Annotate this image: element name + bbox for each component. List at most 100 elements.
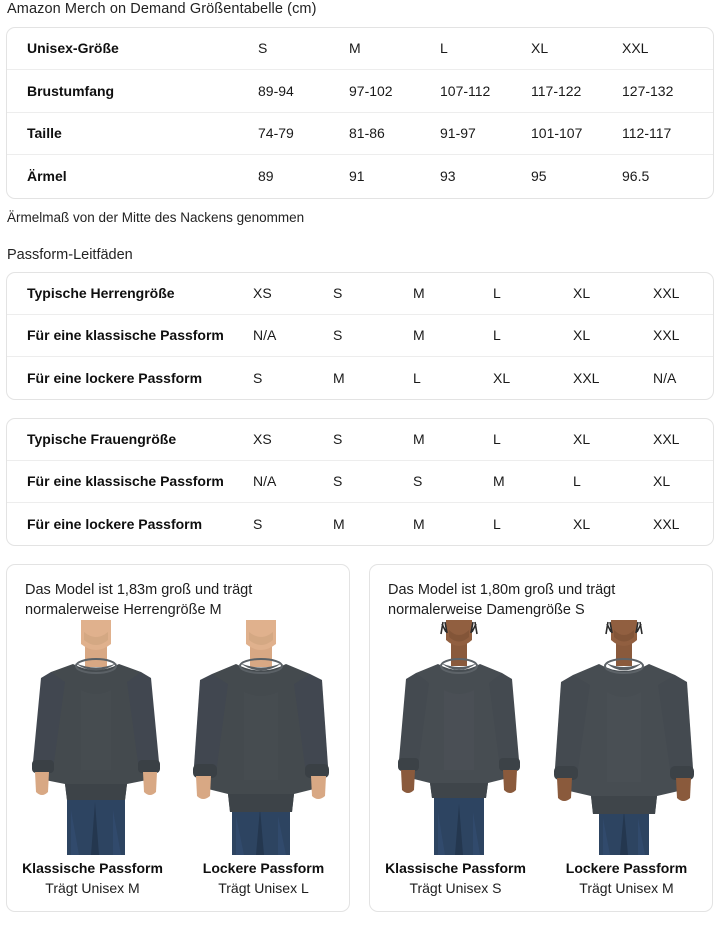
row-label: Brustumfang [27,82,115,99]
sleeve-measurement-note: Ärmelmaß von der Mitte des Nackens genom… [7,209,305,225]
mens-model-figures [7,619,349,855]
cell-value: XS [253,431,272,447]
column-header-m: M [349,40,361,57]
cell-value: 93 [440,168,456,185]
cell-value: XXL [653,431,680,447]
cell-value: XXL [653,515,680,532]
cell-value: S [333,327,343,343]
cell-value: M [413,285,425,301]
row-label: Typische Frauengröße [27,431,177,447]
cell-value: N/A [253,473,277,489]
mens-model-card: Das Model ist 1,83m groß und trägt norma… [6,563,350,912]
womens-classic-fit-caption: Klassische Passform Trägt Unisex S [370,855,541,911]
column-header-label: Unisex-Größe [27,40,119,57]
table-row: Typische Frauengröße XS S M L XL XXL [7,419,713,461]
column-header-xl: XL [531,40,549,57]
table-row: Typische Herrengröße XS S M L XL XXL [7,273,713,315]
womens-loose-fit-caption: Lockere Passform Trägt Unisex M [541,855,712,911]
womens-captions: Klassische Passform Trägt Unisex S Locke… [370,855,712,911]
mens-fit-guide-table: Typische Herrengröße XS S M L XL XXL Für… [6,271,714,400]
cell-value: M [413,431,425,447]
page-title: Amazon Merch on Demand Größentabelle (cm… [7,1,317,17]
cell-value: 91-97 [440,125,476,142]
cell-value: 96.5 [622,168,650,185]
row-label: Taille [27,125,62,142]
cell-value: S [333,431,343,447]
row-label: Typische Herrengröße [27,285,175,301]
mens-loose-fit-caption: Lockere Passform Trägt Unisex L [178,855,349,911]
cell-value: XXL [573,369,600,386]
cell-value: XL [573,285,591,301]
cell-value: M [413,327,425,343]
cell-value: 81-86 [349,125,385,142]
cell-value: 107-112 [440,82,491,99]
model-cards-container: Das Model ist 1,83m groß und trägt norma… [6,563,714,912]
table-row: Für eine lockere Passform S M M L XL XXL [7,503,713,545]
table-row: Für eine klassische Passform N/A S S M L… [7,461,713,503]
row-label: Für eine klassische Passform [27,327,224,343]
caption-title: Lockere Passform [202,859,325,876]
cell-value: 74-79 [258,125,294,142]
cell-value: XL [573,431,591,447]
table-row: Brustumfang 89-94 97-102 107-112 117-122… [7,70,713,113]
cell-value: XL [573,515,591,532]
female-model-loose-fit-image [548,619,699,855]
caption-title: Klassische Passform [22,859,163,876]
cell-value: L [493,515,501,532]
cell-value: L [493,285,501,301]
cell-value: 112-117 [622,125,672,142]
table-row: Taille 74-79 81-86 91-97 101-107 112-117 [7,113,713,155]
cell-value: S [253,515,263,532]
womens-model-figures [370,619,712,855]
table-row: Für eine klassische Passform N/A S M L X… [7,315,713,357]
cell-value: S [253,369,263,386]
womens-model-headline: Das Model ist 1,80m groß und trägt norma… [388,581,616,618]
cell-value: XL [573,327,591,343]
mens-captions: Klassische Passform Trägt Unisex M Locke… [7,855,349,911]
cell-value: N/A [253,327,277,343]
caption-subtitle: Trägt Unisex S [409,879,502,896]
row-label: Ärmel [27,168,67,185]
cell-value: XS [253,285,272,301]
cell-value: 89-94 [258,82,294,99]
table-row: Für eine lockere Passform S M L XL XXL N… [7,357,713,399]
caption-title: Klassische Passform [385,859,526,876]
female-model-classic-fit-image [383,619,534,855]
caption-subtitle: Trägt Unisex M [579,879,674,896]
table-header-row: Unisex-Größe S M L XL XXL [7,28,713,70]
cell-value: M [413,515,425,532]
cell-value: M [333,515,345,532]
column-header-l: L [440,40,448,57]
cell-value: N/A [653,369,677,386]
cell-value: 91 [349,168,365,185]
male-model-classic-fit-image [20,619,171,855]
womens-model-card: Das Model ist 1,80m groß und trägt norma… [369,563,713,912]
column-header-xxl: XXL [622,40,649,57]
cell-value: L [573,473,581,489]
womens-fit-guide-table: Typische Frauengröße XS S M L XL XXL Für… [6,417,714,546]
fit-guides-heading: Passform-Leitfäden [7,246,133,263]
column-header-s: S [258,40,268,57]
mens-model-headline: Das Model ist 1,83m groß und trägt norma… [25,581,253,618]
caption-subtitle: Trägt Unisex L [218,879,309,896]
cell-value: XL [493,369,511,386]
cell-value: XXL [653,327,680,343]
cell-value: M [333,369,345,386]
table-row: Ärmel 89 91 93 95 96.5 [7,155,713,198]
cell-value: XL [653,473,671,489]
cell-value: L [493,431,501,447]
cell-value: L [413,369,421,386]
row-label: Für eine lockere Passform [27,369,203,386]
cell-value: 97-102 [349,82,393,99]
cell-value: S [333,285,343,301]
cell-value: S [333,473,343,489]
cell-value: 95 [531,168,547,185]
cell-value: M [493,473,505,489]
male-model-loose-fit-image [185,619,336,855]
cell-value: 127-132 [622,82,674,99]
mens-classic-fit-caption: Klassische Passform Trägt Unisex M [7,855,178,911]
cell-value: 101-107 [531,125,583,142]
unisex-measurement-table: Unisex-Größe S M L XL XXL Brustumfang 89… [6,26,714,199]
caption-subtitle: Trägt Unisex M [45,879,140,896]
